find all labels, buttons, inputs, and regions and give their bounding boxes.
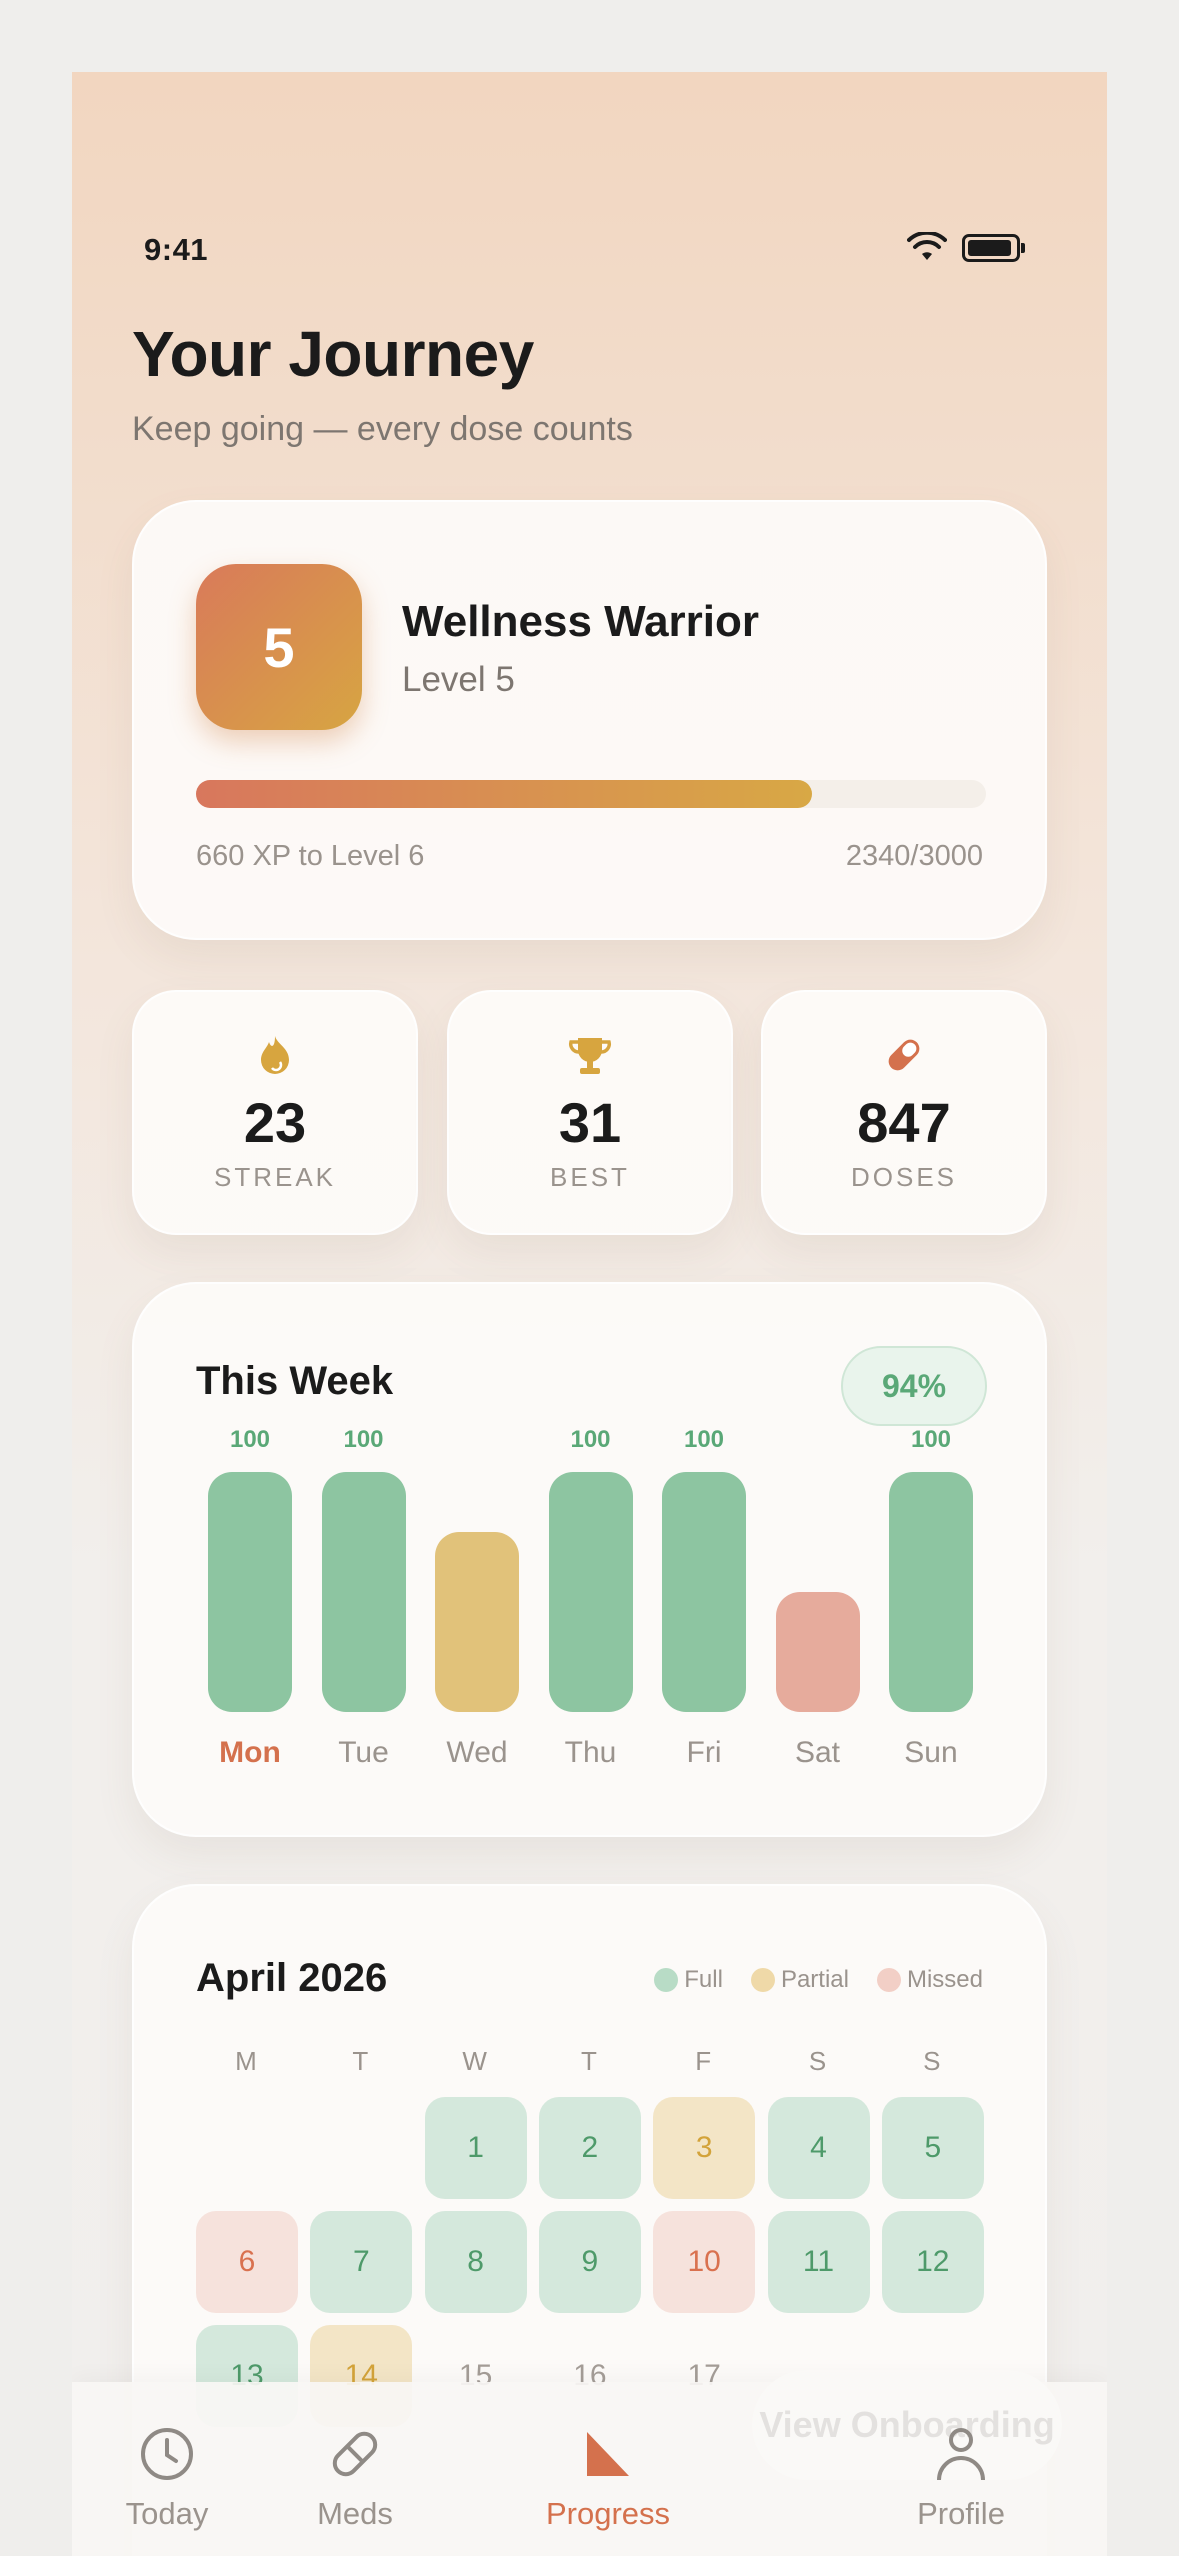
calendar-day[interactable]: 1 — [424, 2097, 527, 2199]
chart-icon — [518, 2422, 698, 2486]
person-icon — [871, 2422, 1051, 2486]
weekday-header: T — [352, 2046, 369, 2076]
status-bar: 9:41 — [72, 72, 1107, 272]
calendar-day[interactable]: 7 — [310, 2211, 413, 2313]
bar-value-label: 100 — [343, 1426, 384, 1453]
tab-today[interactable]: Today — [77, 2422, 257, 2532]
bar-wed — [435, 1532, 519, 1712]
tab-today-label: Today — [125, 2496, 209, 2531]
bar-value-label: 100 — [683, 1426, 725, 1453]
calendar-title: April 2026 — [196, 1956, 388, 2000]
level-card[interactable]: 5 Wellness Warrior Level 5 660 XP to Lev… — [132, 500, 1047, 940]
weekday-header: T — [580, 2046, 597, 2076]
legend-partial: Partial — [750, 1966, 849, 1994]
status-time: 9:41 — [144, 232, 209, 267]
streak-label: STREAK — [213, 1162, 337, 1192]
doses-label: DOSES — [850, 1162, 958, 1192]
rank-level: Level 5 — [402, 660, 515, 699]
bar-value-label: 100 — [570, 1426, 611, 1453]
trophy-icon — [449, 1034, 731, 1076]
weekday-header: S — [808, 2046, 827, 2076]
tab-meds[interactable]: Meds — [265, 2422, 445, 2532]
bar-day-label: Sun — [904, 1736, 958, 1769]
bar-day-label: Fri — [686, 1736, 722, 1769]
weekly-bar-chart: 100 Mon 100 Tue Wed 100 Thu 100 Fri Sat 100 Sun — [134, 1284, 1045, 1835]
flame-icon — [134, 1034, 416, 1076]
pill-icon — [763, 1034, 1045, 1076]
view-onboarding-button[interactable]: View Onboarding — [752, 2370, 1062, 2480]
weekday-header: F — [695, 2046, 712, 2076]
bar-thu — [548, 1472, 633, 1712]
calendar-day[interactable]: 10 — [653, 2211, 756, 2313]
calendar-day[interactable]: 6 — [196, 2211, 298, 2313]
tab-progress-label: Progress — [545, 2496, 671, 2531]
bar-sun — [889, 1472, 973, 1712]
bar-day-label: Wed — [446, 1736, 508, 1769]
legend-missed: Missed — [876, 1966, 983, 1994]
weekday-header: M — [235, 2046, 257, 2076]
level-badge: 5 — [196, 564, 362, 730]
battery-icon — [962, 234, 1025, 262]
xp-progress-fill — [196, 780, 813, 808]
bar-tue — [321, 1472, 406, 1712]
xp-progress-text: 2340/3000 — [845, 840, 983, 872]
xp-to-next-level: 660 XP to Level 6 — [196, 840, 425, 872]
week-title: This Week — [196, 1359, 394, 1403]
rank-title: Wellness Warrior — [402, 597, 760, 646]
tab-progress[interactable]: Progress — [518, 2422, 698, 2532]
streak-value: 23 — [243, 1091, 307, 1154]
bar-day-label: Mon — [219, 1736, 281, 1769]
clock-icon — [77, 2422, 257, 2486]
bar-day-label: Thu — [564, 1736, 617, 1769]
weekday-header: S — [923, 2046, 941, 2076]
bar-fri — [662, 1472, 746, 1712]
bar-value-label: 100 — [229, 1426, 271, 1453]
bar-value-label: 100 — [910, 1426, 952, 1453]
bar-day-label: Sat — [794, 1736, 841, 1769]
best-value: 31 — [558, 1091, 622, 1154]
calendar-day[interactable]: 2 — [538, 2097, 641, 2199]
calendar-day[interactable]: 5 — [881, 2097, 984, 2199]
doses-stat-card[interactable]: 847 DOSES — [761, 990, 1047, 1235]
calendar-day[interactable]: 12 — [881, 2211, 984, 2313]
tab-meds-label: Meds — [317, 2496, 393, 2531]
tab-bar: View Onboarding Today Meds Progress Prof… — [72, 2370, 1107, 2556]
calendar-legend: Full Partial Missed — [640, 1966, 983, 1994]
tab-profile-label: Profile — [917, 2496, 1005, 2531]
weekly-chart-card: This Week 94% 100 Mon 100 Tue Wed 100 Thu 100 Fr… — [132, 1282, 1047, 1837]
xp-progress-bar — [196, 780, 986, 808]
page-subtitle: Keep going — every dose counts — [132, 410, 633, 448]
wifi-icon — [907, 232, 947, 260]
calendar-day[interactable]: 4 — [767, 2097, 870, 2199]
bar-day-label: Tue — [338, 1736, 389, 1769]
week-percent-badge: 94% — [841, 1346, 987, 1426]
app-screen: 9:41 Your Journey Keep going — every dos… — [72, 72, 1107, 2556]
doses-value: 847 — [857, 1091, 951, 1154]
calendar-day[interactable]: 11 — [767, 2211, 870, 2313]
best-stat-card[interactable]: 31 BEST — [447, 990, 733, 1235]
best-label: BEST — [550, 1162, 630, 1192]
calendar-day[interactable]: 9 — [538, 2211, 641, 2313]
tab-profile[interactable]: Profile — [871, 2422, 1051, 2532]
calendar-day[interactable]: 8 — [424, 2211, 527, 2313]
weekday-header: W — [462, 2046, 487, 2076]
page-title: Your Journey — [132, 318, 534, 390]
pill-icon — [265, 2422, 445, 2486]
bar-sat — [775, 1592, 860, 1712]
streak-stat-card[interactable]: 23 STREAK — [132, 990, 418, 1235]
legend-full: Full — [654, 1966, 723, 1994]
bar-mon — [208, 1472, 292, 1712]
calendar-day[interactable]: 3 — [653, 2097, 756, 2199]
